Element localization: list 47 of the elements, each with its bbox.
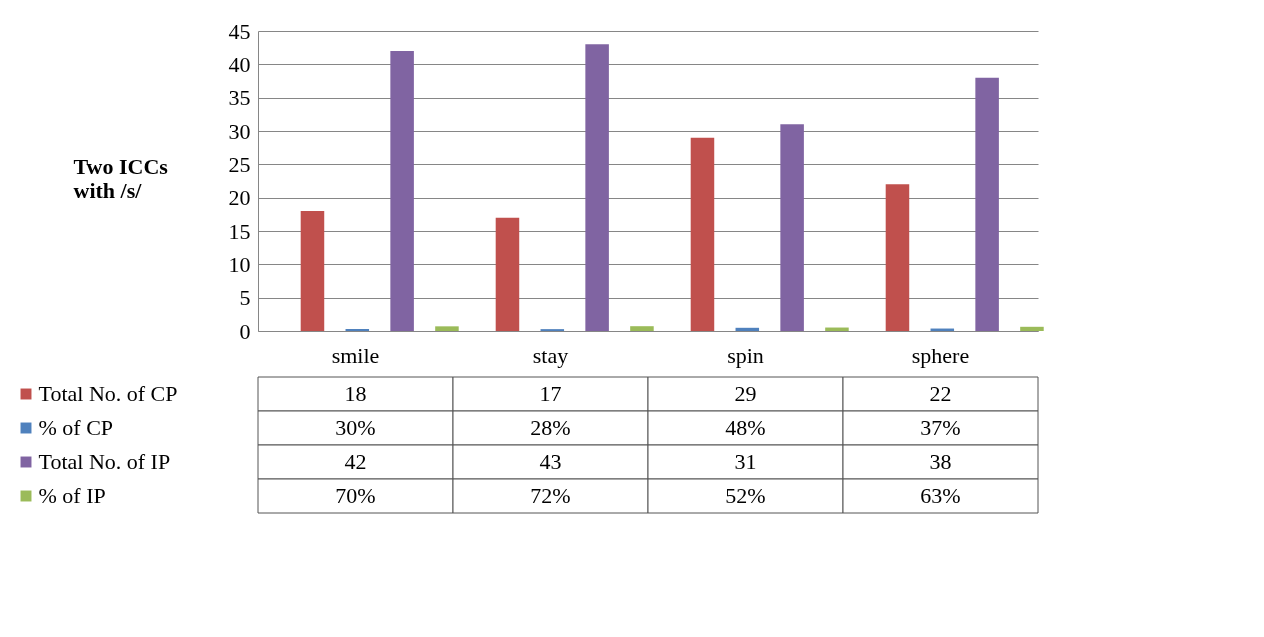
y-tick-label: 5 (239, 285, 251, 311)
data-label: 43 (539, 449, 562, 474)
bar (435, 326, 459, 331)
data-label: 48% (725, 415, 766, 440)
data-label: 22 (929, 381, 952, 406)
x-tick-label: stay (532, 342, 569, 368)
bar (1020, 326, 1044, 331)
data-label: 42 (344, 449, 367, 474)
legend-label: Total No. of IP (38, 449, 171, 474)
x-tick-label: smile (331, 342, 380, 368)
y-tick-label: 40 (228, 51, 251, 77)
data-label: 30% (335, 415, 376, 440)
data-label: 37% (920, 415, 961, 440)
y-tick-label: 30 (228, 118, 251, 144)
bar (690, 137, 715, 331)
y-tick-label: 45 (228, 18, 251, 44)
data-label: 72% (530, 483, 571, 508)
x-tick-label: sphere (911, 342, 970, 368)
data-label: 38 (929, 449, 952, 474)
legend-label: % of IP (38, 483, 106, 508)
y-tick-label: 15 (228, 218, 251, 244)
data-label: 17 (539, 381, 562, 406)
bar (390, 51, 414, 331)
y-axis-title: Two ICCs with /s/ (73, 153, 169, 203)
legend-label: % of CP (38, 415, 114, 440)
legend-label: Total No. of CP (38, 381, 178, 406)
data-label: 52% (725, 483, 766, 508)
x-tick-label: spin (727, 342, 764, 368)
bar (735, 327, 760, 331)
data-label: 28% (530, 415, 571, 440)
bar (495, 217, 520, 331)
data-label: 18 (344, 381, 367, 406)
data-label: 31 (734, 449, 757, 474)
y-tick-label: 0 (239, 318, 251, 344)
y-tick-label: 20 (228, 185, 251, 211)
bar (630, 326, 654, 331)
y-tick-label: 25 (228, 151, 251, 177)
bar (780, 124, 804, 331)
bar (585, 44, 609, 331)
bar (300, 211, 325, 331)
bar (885, 184, 910, 331)
data-label: 29 (734, 381, 757, 406)
bar (975, 77, 999, 331)
data-label: 63% (920, 483, 961, 508)
y-tick-label: 10 (228, 251, 251, 277)
data-label: 70% (335, 483, 376, 508)
y-tick-label: 35 (228, 85, 251, 111)
